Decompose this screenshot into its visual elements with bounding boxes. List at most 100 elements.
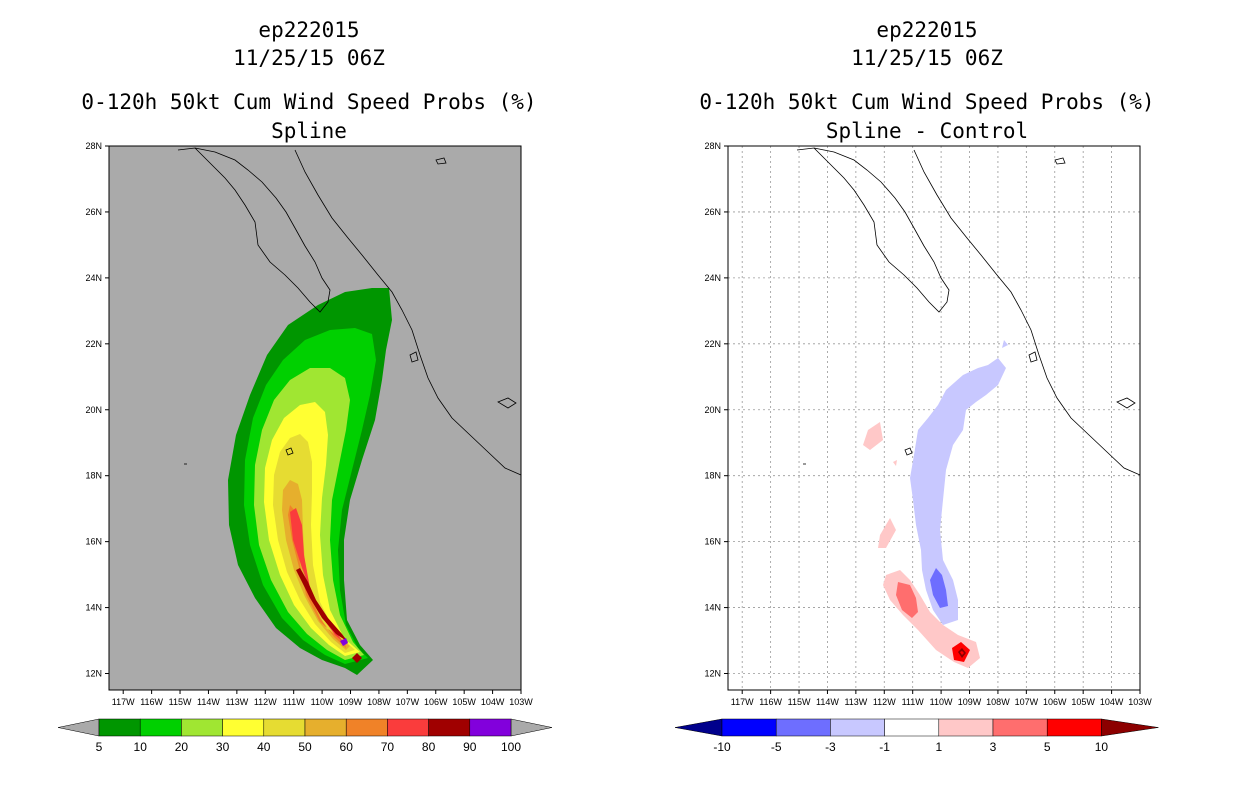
colorbar-swatch — [181, 718, 223, 737]
contour-80-b — [352, 653, 362, 663]
chart-subtitle: Spline — [271, 119, 347, 143]
lat-tick-label: 12N — [85, 669, 102, 679]
lon-tick-label: 107W — [1015, 697, 1039, 707]
lat-tick-label: 20N — [85, 405, 102, 415]
lon-tick-label: 105W — [1071, 697, 1095, 707]
colorbar-label: 80 — [422, 740, 436, 754]
lon-tick-label: 103W — [509, 697, 533, 707]
colorbar-swatch — [721, 718, 777, 737]
contour-pos-1b — [893, 460, 897, 466]
chart-subtitle: Spline - Control — [825, 119, 1029, 143]
colorbar-label: 10 — [134, 740, 148, 754]
lat-tick-label: 16N — [704, 537, 721, 547]
contour-90 — [340, 638, 348, 646]
chart-title: 0-120h 50kt Cum Wind Speed Probs (%) — [699, 90, 1155, 114]
island-3 — [435, 157, 447, 165]
lon-tick-label: 116W — [759, 697, 782, 707]
lat-tick-label: 22N — [704, 339, 721, 349]
contour-pos-1a — [863, 422, 883, 450]
lat-tick-label: 28N — [85, 141, 102, 151]
lat-tick-label: 16N — [85, 537, 102, 547]
lon-tick-label: 105W — [452, 697, 476, 707]
colorbar-label: 3 — [990, 740, 997, 754]
datetime-title: 11/25/15 06Z — [233, 46, 385, 70]
lon-tick-label: 110W — [930, 697, 953, 707]
colorbar-label: 5 — [1044, 740, 1051, 754]
colorbar-extend-high — [1101, 718, 1159, 737]
lat-tick-label: 26N — [85, 207, 102, 217]
left-panel: ep222015 11/25/15 06Z 0-120h 50kt Cum Wi… — [57, 18, 553, 754]
contour-pos-5-center — [960, 651, 964, 655]
colorbar-label: 90 — [463, 740, 477, 754]
lon-tick-label: 103W — [1128, 697, 1152, 707]
colorbar-swatch — [884, 718, 940, 737]
lon-tick-label: 117W — [112, 697, 135, 707]
mainland-coastline — [294, 149, 522, 476]
lat-tick-label: 18N — [85, 471, 102, 481]
chart-title: 0-120h 50kt Cum Wind Speed Probs (%) — [81, 90, 537, 114]
colorbar-label: 30 — [216, 740, 230, 754]
colorbar-label: -3 — [825, 740, 836, 754]
lon-tick-label: 116W — [140, 697, 163, 707]
lon-tick-label: 113W — [225, 697, 248, 707]
lon-tick-label: 112W — [873, 697, 896, 707]
lon-tick-label: 114W — [816, 697, 839, 707]
colorbar-swatch — [830, 718, 885, 737]
contour-neg-3b — [930, 568, 948, 608]
island-2 — [497, 397, 517, 409]
colorbar-swatch — [222, 718, 265, 737]
lon-tick-label: 113W — [844, 697, 867, 707]
right-chart-svg: 28N 26N 24N 22N 20N 18N 16N 14N 12N 117W 116W 115W… — [674, 141, 1159, 754]
lon-tick-label: 115W — [169, 697, 192, 707]
lon-tick-label: 112W — [254, 697, 277, 707]
map-frame — [727, 145, 1141, 691]
colorbar-label: 70 — [381, 740, 395, 754]
map-frame — [108, 145, 522, 691]
lon-tick-label: 110W — [311, 697, 334, 707]
mainland-coastline — [913, 149, 1141, 476]
probability-colorbar: 5 10 20 30 40 50 60 70 80 90 100 — [57, 718, 553, 754]
colorbar-swatch — [387, 718, 429, 737]
island-2 — [1116, 397, 1136, 409]
lon-tick-label: 106W — [424, 697, 448, 707]
colorbar-swatch — [938, 718, 994, 737]
colorbar-label: 20 — [175, 740, 189, 754]
baja-coastline — [796, 147, 950, 313]
storm-id-title: ep222015 — [258, 18, 360, 42]
colorbar-swatch — [98, 718, 141, 737]
lat-axis: 28N 26N 24N 22N 20N 18N 16N 14N 12N — [704, 141, 728, 679]
colorbar-label: 60 — [340, 740, 354, 754]
colorbar-swatch — [992, 718, 1048, 737]
island-1 — [1028, 351, 1038, 363]
colorbar-label: 40 — [257, 740, 271, 754]
lon-axis: 117W 116W 115W 114W 113W 112W 111W 110W 109W 108W… — [112, 690, 533, 707]
colorbar-label: 10 — [1095, 740, 1109, 754]
baja-coastline — [177, 147, 331, 313]
colorbar-swatch — [139, 718, 182, 737]
lat-tick-label: 14N — [85, 603, 102, 613]
colorbar-label: 5 — [96, 740, 103, 754]
lon-tick-label: 104W — [481, 697, 505, 707]
colorbar-swatch — [304, 718, 347, 737]
colorbar-label: 50 — [298, 740, 312, 754]
contour-70 — [290, 508, 347, 645]
lat-tick-label: 20N — [704, 405, 721, 415]
lon-tick-label: 108W — [986, 697, 1010, 707]
lon-tick-label: 107W — [396, 697, 420, 707]
colorbar-extend-low — [674, 718, 723, 737]
colorbar-label: -10 — [713, 740, 731, 754]
colorbar-label: -5 — [771, 740, 782, 754]
lon-tick-label: 111W — [283, 697, 306, 707]
difference-contours — [863, 340, 1008, 668]
contour-pos-3 — [896, 582, 918, 618]
colorbar-swatch — [428, 718, 471, 737]
contour-pos-1c — [878, 518, 896, 548]
colorbar-swatch — [1046, 718, 1102, 737]
contour-neg-1 — [910, 358, 1006, 625]
colorbar-swatch — [345, 718, 388, 737]
lat-tick-label: 28N — [704, 141, 721, 151]
lat-tick-label: 18N — [704, 471, 721, 481]
lon-tick-label: 104W — [1100, 697, 1124, 707]
right-panel: ep222015 11/25/15 06Z 0-120h 50kt Cum Wi… — [618, 0, 1236, 800]
lat-axis: 28N 26N 24N 22N 20N 18N 16N 14N 12N — [85, 141, 109, 679]
